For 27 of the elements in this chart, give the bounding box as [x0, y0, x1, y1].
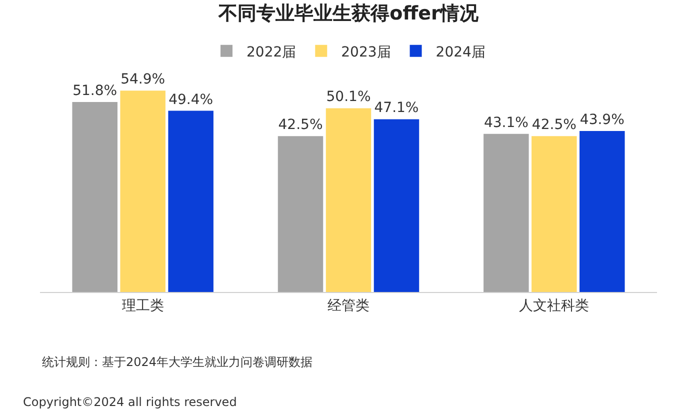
text: 统计规则：基于2024年大学生就业力问卷调研数据	[42, 355, 313, 369]
data-label: 42.5%	[278, 117, 323, 134]
legend-label: 2024届	[436, 44, 486, 60]
x-tick-label: 经管类	[328, 298, 370, 314]
data-label: 43.9%	[580, 112, 624, 128]
x-tick-label: 人文社科类	[519, 298, 590, 314]
data-label: 51.8%	[72, 82, 118, 99]
bar	[72, 102, 118, 292]
data-label: 50.1%	[326, 89, 371, 106]
bar	[532, 136, 577, 292]
data-label: 49.4%	[168, 92, 214, 108]
text: Copyright©2024 all rights reserved	[23, 395, 237, 409]
legend-label: 2022届	[246, 44, 296, 60]
data-label: 43.1%	[484, 114, 528, 131]
data-label: 54.9%	[120, 72, 166, 88]
bar	[168, 110, 214, 292]
bar	[580, 130, 625, 292]
bar	[120, 90, 166, 292]
bar	[484, 134, 529, 292]
chart-title: 不同专业毕业生获得offer情况	[218, 2, 480, 24]
bar	[374, 119, 420, 292]
data-label: 47.1%	[374, 100, 419, 116]
legend-label: 2023届	[341, 44, 391, 60]
bar	[278, 136, 324, 292]
bar	[326, 108, 372, 292]
x-tick-label: 理工类	[122, 298, 164, 314]
data-label: 42.5%	[532, 117, 576, 134]
